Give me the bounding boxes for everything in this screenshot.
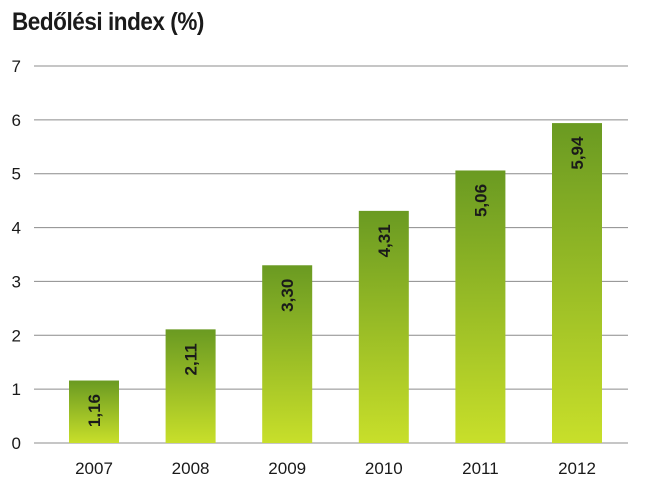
data-label: 5,94 [568,136,587,170]
x-tick-label: 2007 [75,459,113,478]
data-label: 1,16 [85,394,104,427]
data-label: 3,30 [278,279,297,312]
chart-title: Bedőlési index (%) [12,8,204,36]
grid-lines [34,65,628,444]
x-tick-label: 2008 [172,459,210,478]
y-tick-label: 2 [12,326,21,345]
bar-2008 [165,329,216,443]
bar-2010 [358,210,409,443]
data-label: 5,06 [471,184,490,217]
x-axis-ticks: 2007 2008 2009 2010 2011 2012 [75,459,596,478]
y-axis-ticks: 0 1 2 3 4 5 6 7 [12,57,21,453]
x-tick-label: 2009 [268,459,306,478]
bar-2007 [69,380,119,443]
bar-2012 [552,123,602,444]
y-tick-label: 6 [12,111,21,130]
y-tick-label: 0 [12,434,21,453]
data-label: 4,31 [375,224,394,257]
bar-2009 [262,265,313,443]
y-tick-label: 4 [12,219,21,238]
y-tick-label: 5 [12,165,21,184]
x-tick-label: 2012 [558,459,596,478]
bar-2011 [455,170,506,444]
y-tick-label: 1 [12,380,21,399]
x-tick-label: 2010 [365,459,403,478]
data-label: 2,11 [182,343,201,375]
x-tick-label: 2011 [462,459,499,478]
y-tick-label: 3 [12,272,21,291]
data-labels: 1,16 2,11 3,30 4,31 5,06 5,94 [85,136,587,427]
bars [69,123,602,444]
y-tick-label: 7 [12,57,21,76]
